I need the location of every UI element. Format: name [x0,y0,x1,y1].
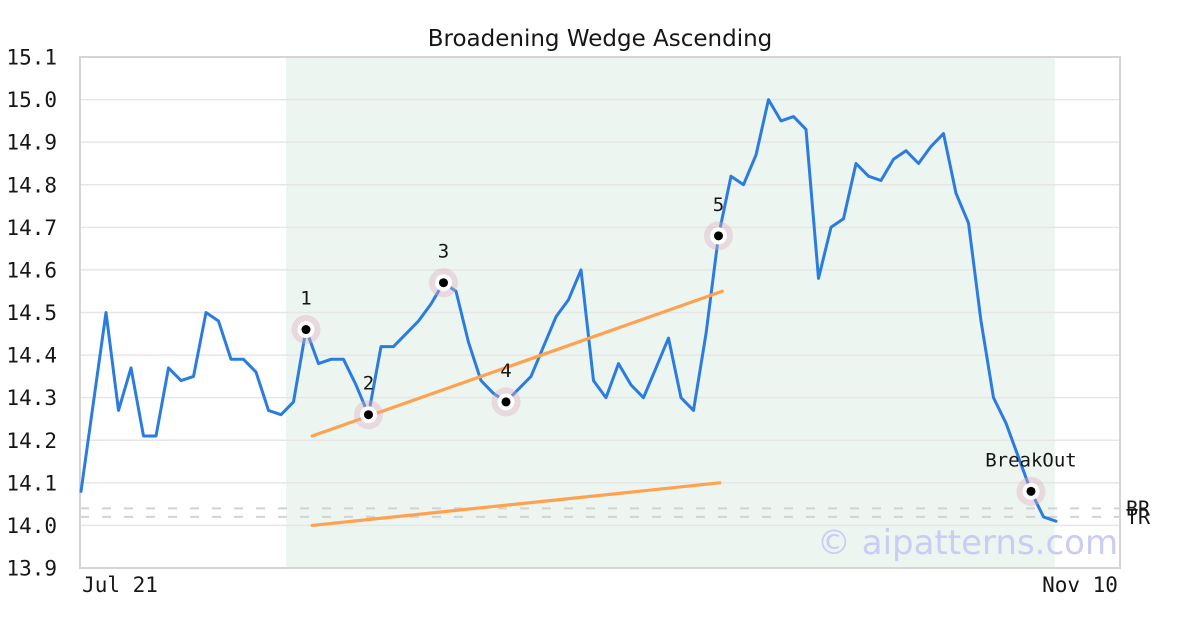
marker-label-4: 4 [500,360,511,382]
y-tick-label: 14.9 [6,131,57,155]
marker-label-1: 1 [300,288,311,310]
y-tick-label: 14.6 [6,258,57,282]
x-tick-label-left: Jul 21 [82,573,158,597]
level-label-tr: TR [1126,505,1151,529]
marker-dot [714,231,723,241]
plot-border [79,56,1121,569]
y-tick-label: 15.0 [6,88,57,112]
marker-label-breakout: BreakOut [985,449,1077,471]
marker-dot [301,325,311,335]
trendline-upper [310,289,724,438]
trendline-lower [310,481,722,528]
y-tick-label: 13.9 [6,557,57,581]
y-tick-label: 14.3 [6,386,57,410]
x-tick-label-right: Nov 10 [1042,573,1118,597]
level-label-br: BR [1126,496,1151,520]
y-tick-label: 14.4 [6,344,57,368]
chart-title: Broadening Wedge Ascending [427,26,773,52]
marker-dot [364,410,373,420]
y-tick-label: 14.7 [6,216,57,240]
marker-dot [501,397,511,407]
price-line [79,98,1058,523]
marker-label-5: 5 [713,194,724,216]
y-tick-label: 15.1 [6,46,57,70]
y-tick-label: 14.0 [6,514,57,538]
marker-dot [1026,486,1036,496]
y-tick-label: 14.5 [6,301,57,325]
marker-label-2: 2 [363,373,374,395]
y-tick-label: 14.8 [6,173,57,197]
marker-dot [439,278,448,288]
y-tick-label: 14.1 [6,471,57,495]
y-tick-label: 14.2 [6,429,57,453]
marker-label-3: 3 [438,241,449,263]
